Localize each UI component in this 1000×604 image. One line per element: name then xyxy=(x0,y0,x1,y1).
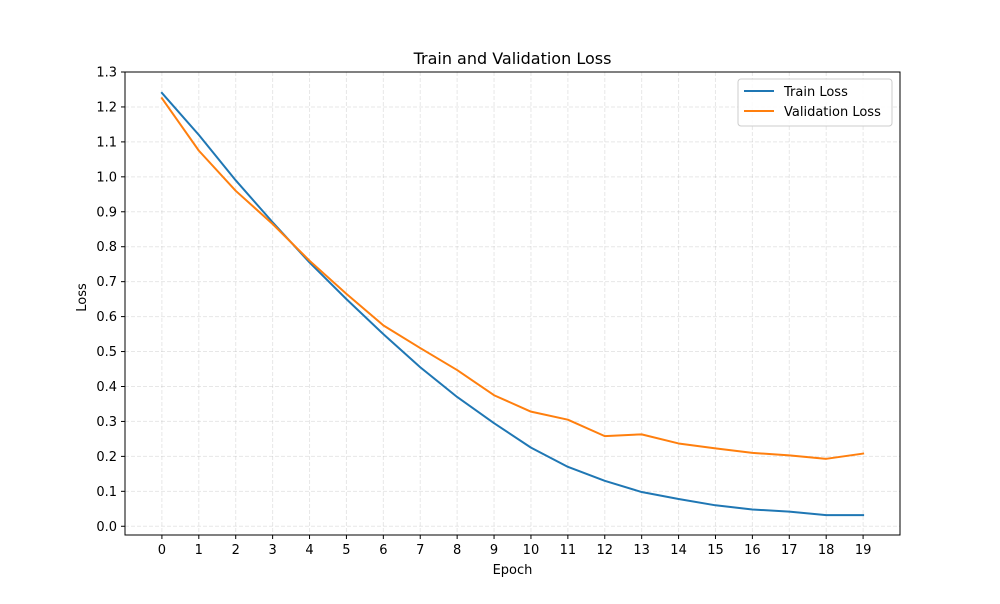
x-tick-label: 16 xyxy=(744,543,761,558)
y-tick-label: 0.1 xyxy=(96,485,117,500)
series-lines xyxy=(160,91,865,517)
y-tick-label: 0.6 xyxy=(96,310,117,325)
x-tick-label: 15 xyxy=(707,543,724,558)
x-tick-label: 8 xyxy=(453,543,461,558)
plot-frame xyxy=(124,71,901,536)
x-tick-label: 4 xyxy=(305,543,313,558)
y-tick-label: 0.0 xyxy=(96,520,117,535)
legend-box xyxy=(737,78,893,127)
y-tick-label: 1.0 xyxy=(96,170,117,185)
x-tick-label: 2 xyxy=(232,543,240,558)
x-axis-ticks: 0 1 2 3 4 5 6 7 8 9 10 11 12 13 14 15 16 17 18 19 xyxy=(158,535,872,558)
y-tick-label: 1.2 xyxy=(96,100,117,115)
x-tick-label: 13 xyxy=(633,543,650,558)
x-tick-label: 18 xyxy=(818,543,835,558)
x-tick-label: 6 xyxy=(379,543,387,558)
x-tick-label: 1 xyxy=(195,543,203,558)
legend: Train Loss Validation Loss xyxy=(737,78,893,127)
y-axis-label: Loss xyxy=(75,283,90,312)
series-line-validation-loss xyxy=(160,96,865,460)
x-tick-label: 17 xyxy=(781,543,798,558)
y-axis-ticks: 0.0 0.1 0.2 0.3 0.4 0.5 0.6 0.7 0.8 0.9 1.0 1.1 1.2 1… xyxy=(96,66,125,535)
x-tick-label: 19 xyxy=(855,543,872,558)
x-tick-label: 0 xyxy=(158,543,166,558)
legend-label-validation-loss: Validation Loss xyxy=(784,105,881,120)
x-tick-label: 3 xyxy=(268,543,276,558)
y-tick-label: 0.9 xyxy=(96,205,117,220)
chart-title: Train and Validation Loss xyxy=(413,49,612,68)
x-tick-label: 14 xyxy=(670,543,687,558)
x-tick-label: 7 xyxy=(416,543,424,558)
y-tick-label: 1.1 xyxy=(96,135,117,150)
y-tick-label: 0.8 xyxy=(96,240,117,255)
x-tick-label: 10 xyxy=(523,543,540,558)
x-axis-label: Epoch xyxy=(493,563,533,578)
grid xyxy=(125,71,900,535)
y-tick-label: 0.2 xyxy=(96,450,117,465)
y-tick-label: 0.3 xyxy=(96,415,117,430)
y-tick-label: 0.4 xyxy=(96,380,117,395)
y-tick-label: 1.3 xyxy=(96,66,117,81)
y-tick-label: 0.5 xyxy=(96,345,117,360)
x-tick-label: 11 xyxy=(560,543,577,558)
legend-label-train-loss: Train Loss xyxy=(783,85,848,100)
x-tick-label: 9 xyxy=(490,543,498,558)
y-tick-label: 0.7 xyxy=(96,275,117,290)
x-tick-label: 12 xyxy=(596,543,613,558)
x-tick-label: 5 xyxy=(342,543,350,558)
